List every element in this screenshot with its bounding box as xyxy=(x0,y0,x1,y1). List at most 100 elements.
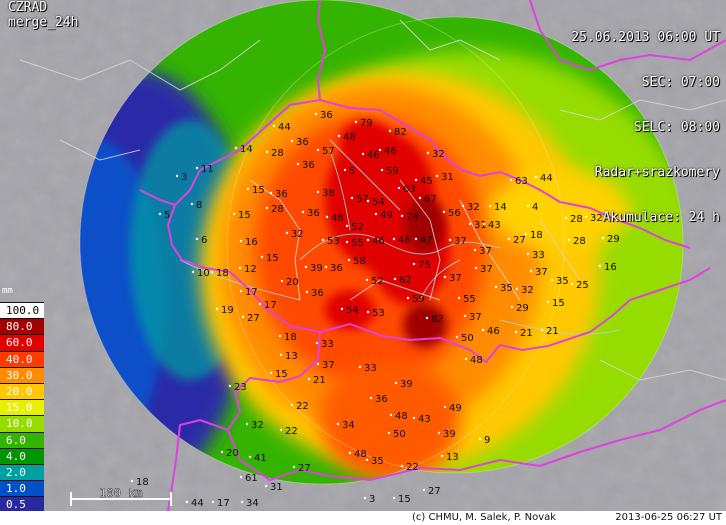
gauge-station-dot xyxy=(272,124,276,128)
gauge-value: 37 xyxy=(322,360,335,371)
gauge-station-dot xyxy=(269,191,273,195)
gauge-station-dot xyxy=(380,168,384,172)
gauge-value: 22 xyxy=(406,462,419,473)
gauge-station-dot xyxy=(296,162,300,166)
gauge-station-dot xyxy=(290,403,294,407)
gauge-station-dot xyxy=(567,238,571,242)
gauge-value: 37 xyxy=(535,267,548,278)
gauge-value: 63 xyxy=(403,184,416,195)
gauge-station-dot xyxy=(507,237,511,241)
gauge-station-dot xyxy=(361,152,365,156)
footer-bar: (c) CHMU, M. Salek, P. Novak 2013-06-25 … xyxy=(0,511,726,525)
gauge-station-dot xyxy=(414,178,418,182)
gauge-value: 14 xyxy=(494,202,507,213)
gauge-value: 5 xyxy=(349,166,355,177)
gauge-value: 10 xyxy=(197,268,210,279)
gauge-value: 19 xyxy=(221,305,234,316)
gauge-value: 49 xyxy=(380,210,393,221)
gauge-station-dot xyxy=(455,335,459,339)
gauge-station-dot xyxy=(397,186,401,190)
gauge-value: 52 xyxy=(351,222,364,233)
gauge-value: 27 xyxy=(513,235,526,246)
gauge-value: 37 xyxy=(449,273,462,284)
gauge-value: 17 xyxy=(264,300,277,311)
gauge-value: 35 xyxy=(371,456,384,467)
gauge-value: 31 xyxy=(270,482,283,493)
gauge-value: 48 xyxy=(354,449,367,460)
gauge-station-dot xyxy=(315,341,319,345)
gauge-value: 34 xyxy=(342,420,355,431)
gauge-value: 82 xyxy=(394,127,407,138)
gauge-value: 46 xyxy=(398,235,411,246)
gauge-value: 49 xyxy=(449,403,462,414)
gauge-value: 48 xyxy=(343,132,356,143)
gauge-station-dot xyxy=(211,500,215,504)
legend-class: 15.0 xyxy=(0,399,44,416)
gauge-value: 28 xyxy=(573,236,586,247)
gauge-value: 29 xyxy=(516,303,529,314)
gauge-station-dot xyxy=(412,262,416,266)
gauge-station-dot xyxy=(304,265,308,269)
gauge-value: 8 xyxy=(196,200,202,211)
legend-class: 4.0 xyxy=(0,447,44,464)
gauge-value: 18 xyxy=(530,230,543,241)
gauge-value: 15 xyxy=(552,298,565,309)
gauge-station-dot xyxy=(301,210,305,214)
gauge-station-dot xyxy=(175,174,179,178)
gauge-station-dot xyxy=(510,305,514,309)
gauge-value: 36 xyxy=(311,288,324,299)
gauge-station-dot xyxy=(422,488,426,492)
gauge-value: 33 xyxy=(532,250,545,261)
gauge-station-dot xyxy=(425,316,429,320)
accumulation-label: Akumulace: 24 h xyxy=(602,210,720,225)
gauge-value: 15 xyxy=(275,369,288,380)
gauge-station-dot xyxy=(598,264,602,268)
gauge-station-dot xyxy=(238,266,242,270)
gauge-value: 32 xyxy=(251,420,264,431)
gauge-station-dot xyxy=(190,202,194,206)
gauge-value: 54 xyxy=(346,305,359,316)
gauge-value: 43 xyxy=(418,414,431,425)
gauge-value: 50 xyxy=(393,429,406,440)
gauge-station-dot xyxy=(191,270,195,274)
gauge-value: 3 xyxy=(181,172,187,183)
gauge-station-dot xyxy=(239,289,243,293)
gauge-station-dot xyxy=(414,237,418,241)
gauge-station-dot xyxy=(584,215,588,219)
gauge-value: 67 xyxy=(424,194,437,205)
gauge-station-dot xyxy=(185,500,189,504)
gauge-value: 53 xyxy=(372,308,385,319)
gauge-value: 35 xyxy=(556,276,569,287)
country-borders xyxy=(139,0,726,525)
gauge-value: 32 xyxy=(467,202,480,213)
gauge-value: 47 xyxy=(420,235,433,246)
gauge-station-dot xyxy=(443,275,447,279)
gauge-value: 25 xyxy=(576,280,589,291)
gauge-station-dot xyxy=(374,212,378,216)
gauge-station-dot xyxy=(337,134,341,138)
product-id: merge_24h xyxy=(8,15,79,30)
gauge-value: 16 xyxy=(604,262,617,273)
legend-class: 100.0 xyxy=(0,302,44,319)
gauge-station-dot xyxy=(195,237,199,241)
gauge-value: 12 xyxy=(244,264,257,275)
gauge-value: 36 xyxy=(302,160,315,171)
gauge-value: 37 xyxy=(454,236,467,247)
gauge-station-dot xyxy=(210,270,214,274)
gauge-station-dot xyxy=(265,150,269,154)
gauge-value: 16 xyxy=(245,237,258,248)
gauge-value: 32 xyxy=(291,229,304,240)
gauge-station-dot xyxy=(321,238,325,242)
sec-label: SEC: 07:00 xyxy=(641,75,720,90)
gauge-value: 37 xyxy=(479,246,492,257)
gauge-station-dot xyxy=(305,290,309,294)
gauge-station-dot xyxy=(473,248,477,252)
gauge-value: 31 xyxy=(441,172,454,183)
gauge-station-dot xyxy=(348,451,352,455)
gauge-station-dot xyxy=(325,215,329,219)
gauge-station-dot xyxy=(234,146,238,150)
gauge-value: 15 xyxy=(238,210,251,221)
legend-class: 0.5 xyxy=(0,496,44,513)
gauge-station-dot xyxy=(515,287,519,291)
